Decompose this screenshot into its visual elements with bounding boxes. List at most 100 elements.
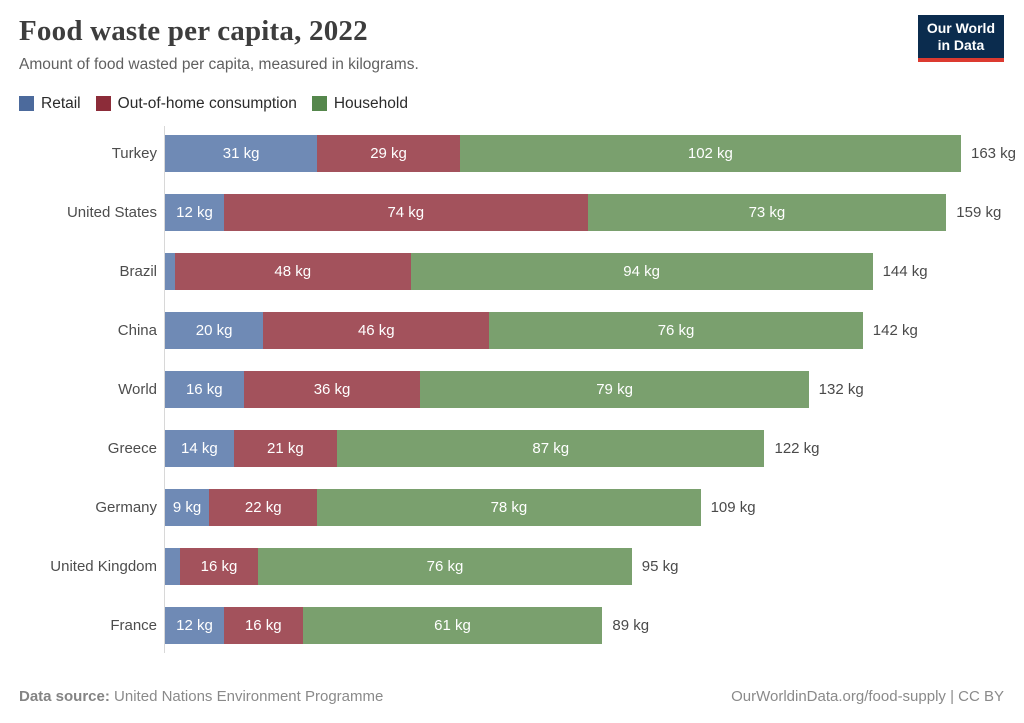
owid-logo[interactable]: Our World in Data — [917, 15, 1004, 62]
segment-value-label: 12 kg — [176, 203, 213, 221]
segment-value-label: 20 kg — [195, 321, 233, 339]
legend-item-retail[interactable]: Retail — [19, 95, 81, 113]
total-value-label: 144 kg — [882, 262, 928, 280]
category-label: Turkey — [111, 144, 157, 162]
credit-link[interactable]: OurWorldinData.org/food-supply | CC BY — [731, 688, 1004, 705]
bar-row-turkey: Turkey 31 kg 29 kg 102 kg 163 kg — [19, 134, 1016, 172]
bar-segment-household[interactable]: 102 kg — [459, 134, 961, 172]
legend-label: Out-of-home consumption — [117, 94, 297, 112]
stacked-bar: 16 kg 36 kg 79 kg — [165, 370, 809, 408]
segment-value-label: 21 kg — [267, 439, 304, 457]
bar-segment-out-of-home-consumption[interactable]: 22 kg — [209, 488, 318, 526]
owid-logo-line1: Our World — [926, 20, 995, 36]
segment-value-label: 74 kg — [387, 203, 425, 221]
category-label: Brazil — [119, 262, 157, 280]
segment-value-label: 79 kg — [596, 380, 633, 398]
bar-segment-household[interactable]: 87 kg — [336, 429, 765, 467]
segment-value-label: 14 kg — [181, 439, 218, 457]
total-value-label: 95 kg — [641, 557, 679, 575]
bar-segment-retail[interactable] — [165, 547, 180, 585]
segment-value-label: 94 kg — [623, 262, 660, 280]
bar-row-greece: Greece 14 kg 21 kg 87 kg 122 kg — [19, 429, 1004, 467]
bar-row-france: France 12 kg 16 kg 61 kg 89 kg — [19, 606, 1004, 644]
segment-value-label: 78 kg — [490, 498, 528, 516]
segment-value-label: 61 kg — [434, 616, 471, 634]
legend-label: Retail — [41, 94, 81, 112]
bar-segment-out-of-home-consumption[interactable]: 36 kg — [243, 370, 421, 408]
stacked-bar: 14 kg 21 kg 87 kg — [165, 429, 765, 467]
total-value-label: 109 kg — [710, 498, 756, 516]
bar-segment-retail[interactable]: 9 kg — [165, 488, 210, 526]
stacked-bar: 48 kg 94 kg — [165, 252, 873, 290]
segment-value-label: 46 kg — [357, 321, 395, 339]
bar-segment-out-of-home-consumption[interactable]: 16 kg — [224, 606, 303, 644]
bar-segment-household[interactable]: 76 kg — [489, 311, 863, 349]
segment-value-label: 73 kg — [748, 203, 786, 221]
stacked-bar: 16 kg 76 kg — [165, 547, 632, 585]
stacked-bar: 12 kg 74 kg 73 kg — [165, 193, 947, 231]
bar-segment-retail[interactable]: 20 kg — [165, 311, 264, 349]
bar-row-united-kingdom: United Kingdom 16 kg 76 kg 95 kg — [19, 547, 1004, 585]
bar-row-germany: Germany 9 kg 22 kg 78 kg 109 kg — [19, 488, 1004, 526]
bar-row-world: World 16 kg 36 kg 79 kg 132 kg — [19, 370, 1004, 408]
bar-segment-household[interactable]: 76 kg — [258, 547, 632, 585]
category-label: Greece — [107, 439, 157, 457]
bar-segment-household[interactable]: 73 kg — [587, 193, 947, 231]
bar-row-united-states: United States 12 kg 74 kg 73 kg 159 kg — [19, 193, 1004, 231]
bar-segment-retail[interactable]: 14 kg — [165, 429, 234, 467]
segment-value-label: 16 kg — [244, 616, 282, 634]
owid-logo-line2: in Data — [937, 36, 985, 53]
bar-segment-household[interactable]: 78 kg — [317, 488, 701, 526]
bar-segment-household[interactable]: 61 kg — [302, 606, 603, 644]
bar-segment-household[interactable]: 94 kg — [410, 252, 873, 290]
total-value-label: 89 kg — [612, 616, 650, 634]
legend-item-household[interactable]: Household — [311, 95, 408, 113]
segment-value-label: 31 kg — [222, 144, 260, 162]
bar-segment-out-of-home-consumption[interactable]: 74 kg — [224, 193, 588, 231]
bar-segment-retail[interactable]: 31 kg — [165, 134, 318, 172]
segment-value-label: 16 kg — [200, 557, 238, 575]
bar-segment-out-of-home-consumption[interactable]: 46 kg — [263, 311, 490, 349]
segment-value-label: 12 kg — [176, 616, 213, 634]
data-source-label: Data source: — [19, 688, 110, 705]
total-value-label: 142 kg — [872, 321, 918, 339]
category-label: United States — [66, 203, 157, 221]
bar-segment-out-of-home-consumption[interactable]: 21 kg — [233, 429, 337, 467]
total-value-label: 159 kg — [956, 203, 1002, 221]
segment-value-label: 87 kg — [532, 439, 570, 457]
segment-value-label: 76 kg — [426, 557, 464, 575]
data-source-value: United Nations Environment Programme — [114, 688, 384, 705]
bar-segment-out-of-home-consumption[interactable]: 16 kg — [179, 547, 259, 585]
total-value-label: 163 kg — [970, 144, 1017, 162]
bar-segment-household[interactable]: 79 kg — [420, 370, 809, 408]
stacked-bar: 12 kg 16 kg 61 kg — [165, 606, 603, 644]
bar-segment-out-of-home-consumption[interactable]: 48 kg — [174, 252, 411, 290]
chart-header: Food waste per capita, 2022 Amount of fo… — [19, 14, 1004, 74]
total-value-label: 122 kg — [774, 439, 820, 457]
segment-value-label: 36 kg — [313, 380, 351, 398]
bar-segment-retail[interactable]: 12 kg — [165, 606, 224, 644]
bar-segment-retail[interactable] — [165, 252, 175, 290]
chart-legend: Retail Out-of-home consumption Household — [19, 95, 1004, 113]
segment-value-label: 22 kg — [244, 498, 282, 516]
category-label: World — [118, 380, 157, 398]
bar-row-brazil: Brazil 48 kg 94 kg 144 kg — [19, 252, 1004, 290]
title-block: Food waste per capita, 2022 Amount of fo… — [19, 14, 419, 74]
legend-swatch-icon — [311, 96, 327, 112]
bar-segment-out-of-home-consumption[interactable]: 29 kg — [317, 134, 460, 172]
page-subtitle: Amount of food wasted per capita, measur… — [19, 55, 419, 73]
segment-value-label: 16 kg — [185, 380, 223, 398]
bar-segment-retail[interactable]: 12 kg — [165, 193, 224, 231]
segment-value-label: 76 kg — [657, 321, 695, 339]
legend-item-out-of-home-consumption[interactable]: Out-of-home consumption — [95, 94, 297, 113]
stacked-bar: 31 kg 29 kg 102 kg — [165, 134, 961, 172]
segment-value-label: 102 kg — [687, 144, 733, 162]
segment-value-label: 29 kg — [370, 144, 407, 162]
bar-segment-retail[interactable]: 16 kg — [165, 370, 244, 408]
bar-row-china: China 20 kg 46 kg 76 kg 142 kg — [19, 311, 1004, 349]
category-label: Germany — [95, 498, 157, 516]
chart-footer: Data source: United Nations Environment … — [19, 688, 1004, 705]
y-axis-line — [164, 125, 165, 653]
total-value-label: 132 kg — [818, 380, 864, 398]
